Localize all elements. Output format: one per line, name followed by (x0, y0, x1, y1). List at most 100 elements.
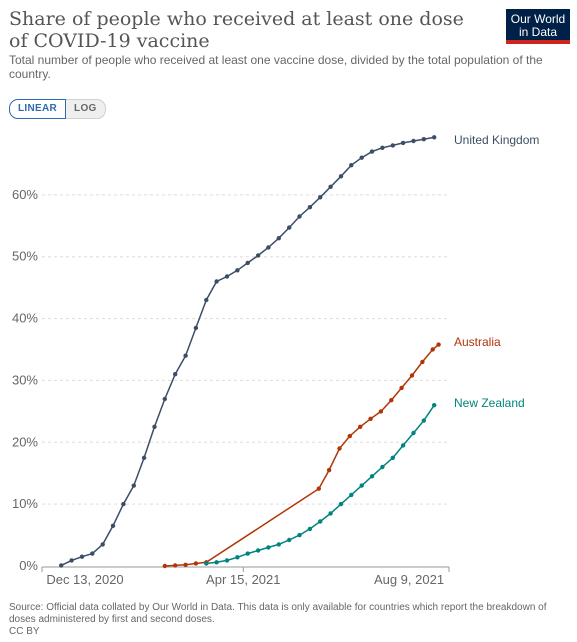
y-tick-label: 10% (12, 496, 38, 511)
x-tick-label: Apr 15, 2021 (206, 572, 280, 587)
linear-scale-button[interactable]: LINEAR (9, 99, 67, 119)
data-point (338, 174, 344, 179)
data-point (276, 236, 281, 241)
data-point (266, 545, 271, 550)
series-labels: United Kingdom Australia New Zealand (454, 133, 539, 410)
log-scale-button[interactable]: LOG (66, 99, 106, 119)
source-note: Source: Official data collated by Our Wo… (9, 602, 547, 625)
data-point (224, 558, 230, 563)
data-point (255, 548, 261, 553)
data-point (411, 430, 416, 436)
data-point (400, 443, 406, 448)
data-point (307, 205, 313, 210)
data-point (193, 561, 199, 566)
y-tick-label: 40% (12, 311, 38, 326)
data-point (421, 137, 426, 142)
data-point (276, 542, 281, 547)
data-point (214, 279, 219, 284)
grid-lines (42, 194, 449, 505)
data-point (162, 396, 167, 402)
scale-toggle: LINEAR LOG (9, 99, 106, 119)
data-point (307, 526, 313, 532)
data-point (79, 554, 85, 559)
data-point (214, 560, 219, 565)
data-point (131, 483, 136, 488)
data-point (224, 274, 230, 279)
data-point (359, 155, 364, 160)
data-point (369, 149, 375, 154)
x-tick-label: Aug 9, 2021 (374, 572, 444, 587)
data-point (121, 501, 126, 507)
our-world-in-data-logo[interactable]: Our World in Data (506, 9, 570, 44)
data-point (173, 563, 178, 568)
data-point (359, 483, 364, 488)
data-point (287, 225, 292, 230)
data-point (436, 342, 441, 347)
data-point (297, 214, 302, 219)
data-point (173, 372, 178, 377)
chart-title: Share of people who received at least on… (9, 8, 464, 52)
data-point (59, 563, 64, 568)
data-point (389, 398, 394, 403)
series-label: United Kingdom (454, 133, 539, 147)
data-point (409, 373, 415, 378)
data-point (328, 184, 333, 189)
data-point (390, 143, 395, 148)
series-label: New Zealand (454, 396, 525, 410)
series-line-australia (164, 344, 440, 567)
y-tick-label: 20% (12, 434, 38, 449)
data-point (90, 551, 95, 556)
data-point (193, 325, 199, 331)
data-point (399, 385, 404, 391)
data-point (358, 424, 363, 429)
data-point (400, 140, 406, 146)
y-tick-label: 0% (19, 558, 38, 573)
data-point (430, 347, 435, 352)
data-point (420, 359, 425, 365)
series-lines (59, 135, 441, 569)
data-point (378, 409, 384, 414)
data-point (100, 542, 105, 547)
data-point (328, 511, 333, 516)
data-point (235, 268, 240, 273)
data-point (266, 245, 271, 250)
data-point (318, 519, 323, 524)
y-axis-ticks: 0% 10% 20% 30% 40% 50% 60% (12, 187, 38, 573)
data-point (390, 455, 395, 460)
x-axis: Dec 13, 2020 Apr 15, 2021 Aug 9, 2021 (41, 566, 450, 587)
series-label: Australia (454, 335, 501, 349)
data-point (369, 474, 375, 479)
data-point (162, 563, 167, 569)
data-point (152, 424, 157, 429)
data-point (235, 555, 240, 560)
data-point (245, 551, 250, 556)
data-point (183, 562, 188, 567)
line-chart: 0% 10% 20% 30% 40% 50% 60% Dec 13, 2020 Apr 15,… (12, 133, 539, 587)
data-point (349, 492, 354, 498)
data-point (421, 418, 426, 423)
data-point (326, 467, 332, 473)
logo-line-1: Our World (510, 12, 566, 26)
data-point (316, 486, 321, 491)
data-point (349, 163, 354, 168)
data-point (338, 501, 344, 507)
data-point (380, 145, 385, 150)
y-tick-label: 60% (12, 187, 38, 202)
data-point (255, 253, 261, 258)
y-tick-label: 30% (12, 372, 38, 387)
data-point (411, 138, 416, 144)
logo-line-2: in Data (518, 25, 558, 39)
license-note: CC BY (9, 626, 40, 637)
data-point (347, 433, 352, 439)
data-point (380, 464, 385, 470)
y-tick-label: 50% (12, 249, 38, 264)
data-point (297, 532, 302, 538)
data-point (432, 135, 437, 140)
data-point (245, 260, 250, 266)
data-point (318, 195, 323, 200)
data-point (287, 537, 292, 543)
data-point (204, 561, 209, 566)
data-point (204, 297, 209, 303)
series-line-united-kingdom (60, 136, 435, 567)
chart-subtitle: Total number of people who received at l… (9, 53, 543, 81)
